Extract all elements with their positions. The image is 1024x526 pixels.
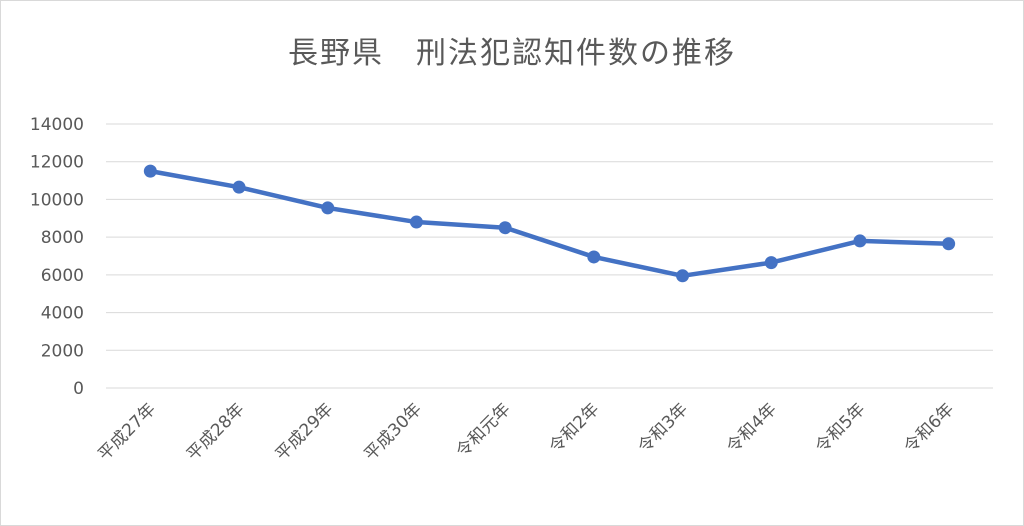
chart-title: 長野県 刑法犯認知件数の推移 (288, 36, 736, 71)
x-tick-label: 平成29年 (272, 399, 338, 465)
y-tick-label: 10000 (30, 190, 84, 210)
x-tick-label: 令和3年 (634, 399, 692, 457)
data-point (942, 237, 956, 251)
x-axis-tick-labels: 平成27年 平成28年 平成29年 平成30年 令和元年 令和2年 令和3年 令和4年 令和5年… (94, 399, 958, 465)
data-point (764, 256, 778, 270)
data-point (143, 164, 157, 178)
gridlines (106, 123, 993, 389)
x-tick-label: 令和5年 (812, 399, 870, 457)
y-axis-tick-labels: 0 2000 4000 6000 8000 10000 12000 14000 (30, 115, 84, 399)
y-tick-label: 6000 (41, 266, 84, 286)
y-tick-label: 8000 (41, 228, 84, 248)
y-tick-label: 0 (73, 379, 84, 399)
y-tick-label: 14000 (30, 115, 84, 135)
data-point (587, 250, 601, 264)
y-tick-label: 2000 (41, 341, 84, 361)
x-tick-label: 平成28年 (183, 399, 249, 465)
x-tick-label: 平成27年 (94, 399, 160, 465)
data-point (498, 221, 512, 235)
y-tick-label: 12000 (30, 153, 84, 173)
series-line (148, 168, 951, 279)
y-tick-label: 4000 (41, 304, 84, 324)
series-group (143, 164, 956, 283)
data-point (409, 215, 423, 229)
x-tick-label: 令和元年 (452, 399, 514, 461)
data-point (321, 201, 335, 215)
x-tick-label: 令和2年 (546, 399, 604, 457)
data-point (676, 269, 690, 283)
x-tick-label: 令和6年 (900, 399, 958, 457)
x-tick-label: 令和4年 (723, 399, 781, 457)
data-point (853, 234, 867, 248)
data-point (232, 180, 246, 194)
x-tick-label: 平成30年 (360, 399, 426, 465)
